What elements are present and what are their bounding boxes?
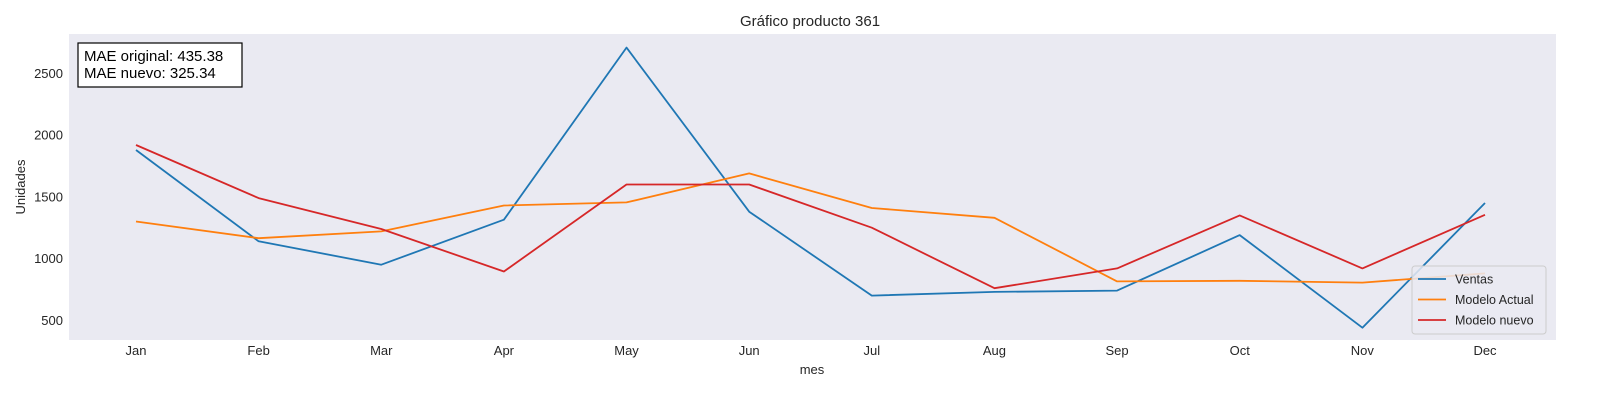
y-tick-label-2000: 2000: [34, 128, 63, 143]
x-tick-label-feb: Feb: [247, 343, 269, 358]
x-tick-label-dec: Dec: [1473, 343, 1497, 358]
series-line-modelo-nuevo: [135, 144, 1486, 290]
x-tick-label-mar: Mar: [370, 343, 393, 358]
x-axis-label: mes: [800, 362, 825, 377]
y-axis-label: Unidades: [13, 159, 28, 214]
x-tick-label-aug: Aug: [983, 343, 1006, 358]
y-tick-label-1000: 1000: [34, 251, 63, 266]
series-line-ventas: [135, 46, 1486, 329]
x-tick-label-apr: Apr: [494, 343, 515, 358]
annotation-line-mae-nuevo: MAE nuevo: 325.34: [84, 65, 216, 82]
y-axis-ticks: 500 1000 1500 2000 2500: [34, 66, 63, 328]
legend: Ventas Modelo Actual Modelo nuevo: [1411, 265, 1547, 335]
mae-annotation-box: MAE original: 435.38 MAE nuevo: 325.34: [77, 42, 243, 88]
chart-title: Gráfico producto 361: [740, 13, 880, 30]
series-lines: [135, 46, 1486, 329]
legend-label-modelo-actual: Modelo Actual: [1455, 293, 1534, 307]
legend-label-ventas: Ventas: [1455, 273, 1493, 287]
y-tick-label-1500: 1500: [34, 189, 63, 204]
annotation-line-mae-original: MAE original: 435.38: [84, 48, 223, 65]
legend-label-modelo-nuevo: Modelo nuevo: [1455, 314, 1534, 328]
x-tick-label-jan: Jan: [126, 343, 147, 358]
plot-area: [69, 34, 1556, 340]
x-tick-label-nov: Nov: [1351, 343, 1375, 358]
x-tick-label-may: May: [614, 343, 639, 358]
x-axis-ticks: Jan Feb Mar Apr May Jun Jul Aug Sep Oct Nov Dec: [126, 343, 1498, 358]
x-tick-label-jun: Jun: [739, 343, 760, 358]
series-line-modelo-actual: [135, 172, 1486, 284]
x-tick-label-jul: Jul: [864, 343, 881, 358]
legend-frame: [1411, 265, 1547, 335]
x-tick-label-sep: Sep: [1106, 343, 1129, 358]
annotation-frame: [77, 42, 243, 88]
x-tick-label-oct: Oct: [1230, 343, 1251, 358]
y-tick-label-500: 500: [41, 313, 63, 328]
y-tick-label-2500: 2500: [34, 66, 63, 81]
